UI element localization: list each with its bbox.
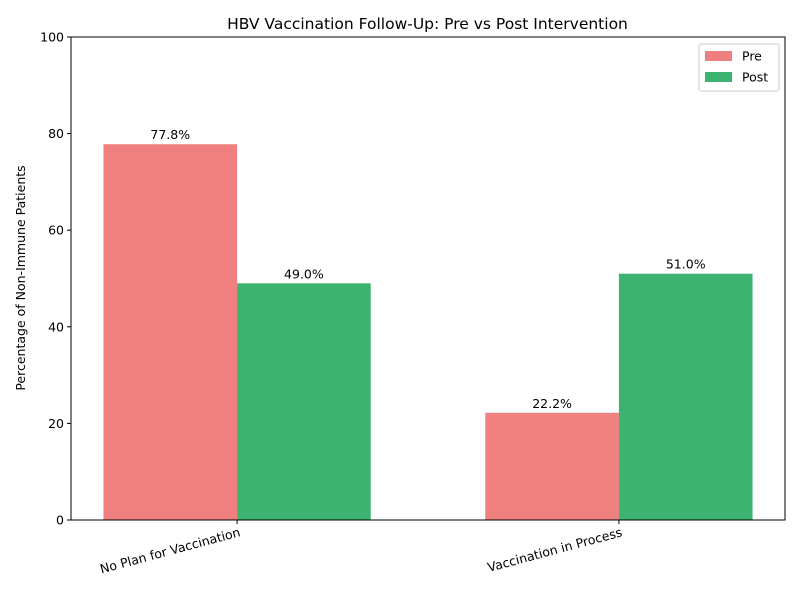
bar-pre-0 xyxy=(103,144,238,520)
y-tick-label: 20 xyxy=(48,416,64,431)
bar-pre-1 xyxy=(485,412,619,520)
y-tick-label: 100 xyxy=(40,30,64,45)
y-tick-label: 60 xyxy=(48,223,64,238)
legend-swatch-pre xyxy=(705,51,732,61)
legend-swatch-post xyxy=(705,72,732,82)
data-labels-layer: 77.8% 22.2% 49.0% 51.0% xyxy=(150,127,705,411)
legend-label-pre: Pre xyxy=(742,49,762,64)
data-label-post-0: 49.0% xyxy=(284,266,324,281)
y-tick-label: 40 xyxy=(48,319,64,334)
legend: Pre Post xyxy=(698,43,780,92)
y-axis-label: Percentage of Non-Immune Patients xyxy=(13,165,28,390)
data-label-pre-0: 77.8% xyxy=(150,127,190,142)
data-label-post-1: 51.0% xyxy=(666,257,706,272)
y-axis: 0 20 40 60 80 100 xyxy=(40,30,71,528)
bar-post-1 xyxy=(618,273,753,520)
y-tick-label: 0 xyxy=(56,513,64,528)
plot-frame xyxy=(70,36,786,521)
bar-post-0 xyxy=(237,283,371,520)
chart-title: HBV Vaccination Follow-Up: Pre vs Post I… xyxy=(227,15,628,33)
legend-label-post: Post xyxy=(742,70,768,85)
data-label-pre-1: 22.2% xyxy=(532,396,572,411)
legend-items: Pre Post xyxy=(705,49,768,85)
y-tick-label: 80 xyxy=(48,126,64,141)
bars-layer xyxy=(103,144,753,520)
